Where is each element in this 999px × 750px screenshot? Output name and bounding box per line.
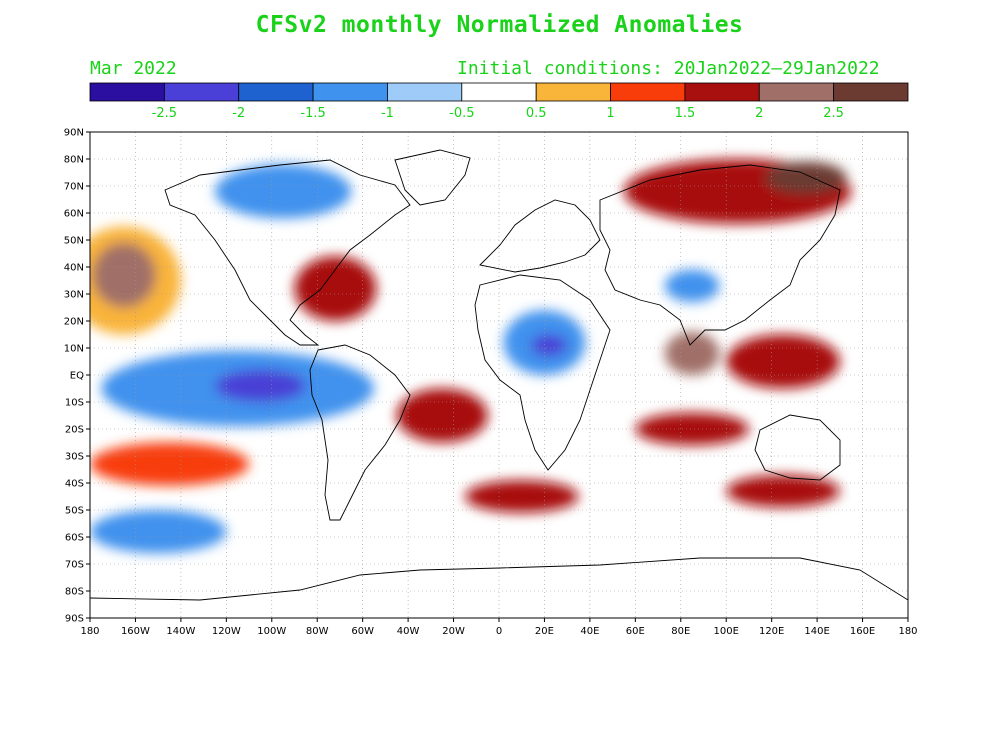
latitude-labels: 90N 80N 70N 60N 50N 40N 30N 20N 10N EQ 10S 20S 30S 40… <box>64 128 90 625</box>
africa-coast <box>474 274 611 471</box>
lon-label: 80W <box>306 626 329 637</box>
anomaly-bay-of-bengal-warm <box>664 331 720 375</box>
lat-label: 90S <box>65 614 84 625</box>
colorbar-label: -2.5 <box>152 106 177 121</box>
colorbar-label: 1.5 <box>675 106 696 121</box>
greenland-coast <box>394 149 471 206</box>
lat-label: 10N <box>64 344 84 355</box>
map-title: CFSv2 monthly Normalized Anomalies <box>255 12 744 38</box>
antarctica-coast <box>90 557 908 601</box>
colorbar-label: -0.5 <box>449 106 474 121</box>
colorbar-segment <box>387 82 463 102</box>
lon-label: 160W <box>121 626 150 637</box>
colorbar-segment <box>312 82 388 102</box>
lon-label: 60W <box>351 626 374 637</box>
lon-label: 160E <box>850 626 875 637</box>
colorbar-label: -1.5 <box>300 106 325 121</box>
lat-label: 60N <box>64 209 84 220</box>
anomaly-south-pacific-warm-band <box>90 442 250 486</box>
colorbar-label: 1 <box>606 106 614 121</box>
colorbar-segment <box>89 82 165 102</box>
lat-label: 10S <box>65 398 84 409</box>
lat-label: 50N <box>64 236 84 247</box>
anomaly-fields <box>90 159 852 554</box>
lat-label: 60S <box>65 533 84 544</box>
asia-coast <box>599 164 841 346</box>
colorbar-segment <box>684 82 760 102</box>
lon-label: 100E <box>714 626 739 637</box>
anomaly-tibet-cold <box>664 269 720 303</box>
lon-label: 0 <box>496 626 502 637</box>
anomaly-africa-cold-core <box>530 334 568 357</box>
europe-coast <box>479 199 601 273</box>
lat-label: EQ <box>70 371 84 382</box>
lon-label: 100W <box>257 626 286 637</box>
lat-label: 90N <box>64 128 84 139</box>
colorbar-label: 2 <box>755 106 763 121</box>
colorbar-segment <box>461 82 537 102</box>
lon-label: 20E <box>535 626 554 637</box>
initial-conditions: Initial conditions: 20Jan2022–29Jan2022 <box>457 58 880 79</box>
anomaly-southern-ocean-south-of-australia <box>726 474 840 508</box>
lat-label: 70S <box>65 560 84 571</box>
lat-label: 20N <box>64 317 84 328</box>
lon-label: 180 <box>80 626 99 637</box>
lat-label: 30N <box>64 290 84 301</box>
colorbar-labels: -2.5 -2 -1.5 -1 -0.5 0.5 1 1.5 2 2.5 <box>152 106 844 121</box>
colorbar-segment <box>610 82 686 102</box>
lat-label: 20S <box>65 425 84 436</box>
lon-label: 120W <box>212 626 241 637</box>
anomaly-north-pacific-core <box>92 242 156 308</box>
anomaly-canada-cold <box>214 164 352 219</box>
colorbar-label: -1 <box>381 106 394 121</box>
plot-area <box>90 132 908 618</box>
lon-label: 40W <box>397 626 420 637</box>
coastlines <box>90 149 908 601</box>
lon-label: 80E <box>671 626 690 637</box>
lon-label: 40E <box>580 626 599 637</box>
colorbar-segment <box>833 82 909 102</box>
lat-label: 70N <box>64 182 84 193</box>
colorbar-segment <box>163 82 240 102</box>
south-america-coast <box>309 344 411 521</box>
lon-label: 140E <box>804 626 829 637</box>
anomaly-siberia-core <box>764 161 847 195</box>
anomaly-south-atlantic-warm <box>396 388 488 443</box>
lon-label: 20W <box>442 626 465 637</box>
lat-label: 30S <box>65 452 84 463</box>
colorbar-label: -2 <box>232 106 245 121</box>
longitude-labels: 180 160W 140W 120W 100W 80W 60W 40W 20W 0 20E 40E 60… <box>80 618 918 637</box>
lat-label: 40N <box>64 263 84 274</box>
anomaly-eastern-us-warm <box>294 256 377 321</box>
lat-label: 80S <box>65 587 84 598</box>
lon-label: 180 <box>898 626 917 637</box>
colorbar-label: 2.5 <box>823 106 844 121</box>
colorbar-segment <box>758 82 835 102</box>
colorbar-segment <box>535 82 611 102</box>
anomaly-south-indian-ocean-warm <box>635 412 749 446</box>
gridlines <box>90 132 908 618</box>
lon-label: 140W <box>166 626 195 637</box>
colorbar <box>89 82 909 102</box>
anomaly-south-pacific-cold <box>90 509 227 554</box>
colorbar-label: 0.5 <box>526 106 547 121</box>
north-america-coast <box>164 159 411 346</box>
lon-label: 60E <box>626 626 645 637</box>
lat-label: 80N <box>64 155 84 166</box>
anomaly-indonesia-warm <box>726 334 840 389</box>
australia-coast <box>754 414 841 481</box>
anomaly-tropical-pacific-cold-core <box>214 369 306 402</box>
lon-label: 120E <box>759 626 784 637</box>
forecast-month: Mar 2022 <box>90 58 177 79</box>
lat-label: 50S <box>65 506 84 517</box>
colorbar-segment <box>238 82 314 102</box>
anomaly-southern-ocean-warm <box>464 480 579 513</box>
lat-label: 40S <box>65 479 84 490</box>
